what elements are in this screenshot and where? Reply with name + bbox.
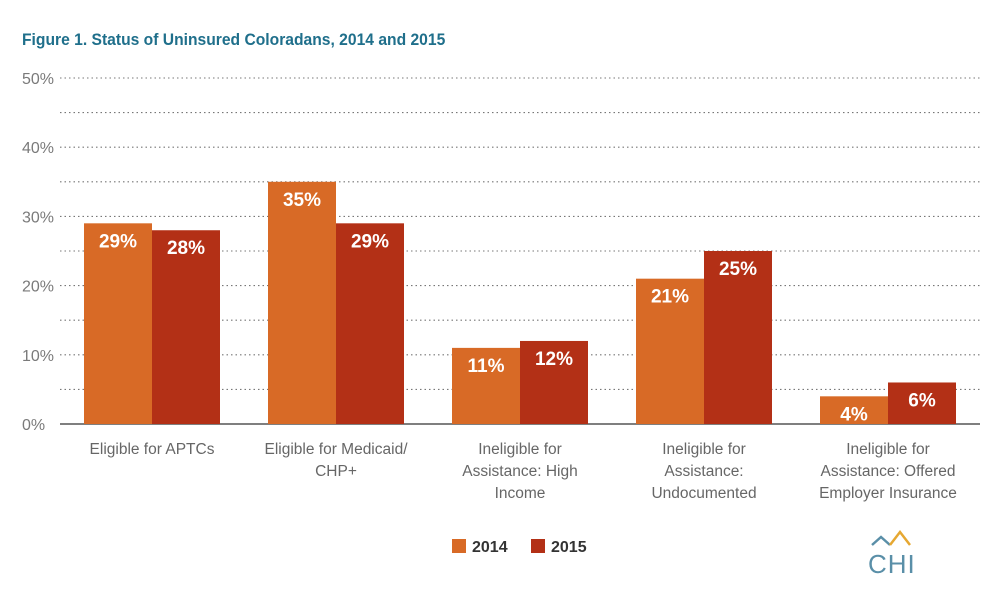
category-label-line: Income [495,485,546,502]
y-tick-label: 20% [22,279,54,296]
y-tick-label: 10% [22,348,54,365]
bar-2014 [820,396,888,424]
data-labels-layer: 29% 28% 35% 29% 11% 12% 21% 25% 4% 6% [99,190,936,426]
category-label-line: Ineligible for [662,441,746,458]
bar-2015 [336,223,404,424]
data-label-2015: 29% [351,231,389,252]
category-label-line: Assistance: [664,463,743,480]
legend: 2014 2015 [452,539,587,556]
bar-2014 [636,278,704,424]
bar-2015 [704,251,772,424]
bar-2015 [888,382,956,424]
category-label-line: Undocumented [651,485,756,502]
data-label-2014: 11% [468,356,505,377]
category-label: Ineligible for Assistance: High Income [462,441,577,502]
bar-2014 [84,223,152,424]
category-label: Ineligible for Assistance: Undocumented [651,441,756,502]
legend-label-2014: 2014 [472,539,508,556]
category-label: Eligible for Medicaid/CHP+ [264,441,408,480]
bar-2015 [152,230,220,424]
bar-2014 [268,181,336,424]
category-label-line: Eligible for Medicaid/ [264,441,408,458]
category-label-line: Assistance: High [462,463,577,480]
data-label-2015: 6% [908,390,936,411]
data-label-2015: 25% [719,259,757,280]
category-label-line: Employer Insurance [819,485,957,502]
bar-2014 [452,347,520,424]
legend-swatch-2015 [531,539,545,553]
chart-title: Figure 1. Status of Uninsured Coloradans… [22,30,446,49]
y-tick-label: 50% [22,71,54,88]
category-label-line: Eligible for APTCs [90,441,215,458]
category-label: Ineligible for Assistance: Offered Employe… [819,441,957,502]
category-labels-layer: Eligible for APTCs Eligible for Medicaid/… [90,441,957,502]
bars-layer [84,181,956,424]
y-axis-ticks: 0% 10% 20% 30% 40% 50% [22,71,54,434]
data-label-2014: 4% [840,404,868,425]
category-label-line: Assistance: Offered [821,463,956,480]
category-label-line: Ineligible for [478,441,562,458]
data-label-2015: 12% [535,349,573,370]
legend-label-2015: 2015 [551,539,587,556]
data-label-2014: 29% [99,231,137,252]
category-label: Eligible for APTCs [90,441,215,458]
chi-logo: CHI [868,529,916,579]
category-label-line: CHP+ [315,463,357,480]
category-label-line: Ineligible for [846,441,930,458]
y-tick-label: 40% [22,140,54,157]
data-label-2014: 21% [651,287,689,308]
logo-roof-icon [871,535,891,546]
logo-text: CHI [868,549,916,579]
data-label-2014: 35% [283,190,321,211]
legend-swatch-2014 [452,539,466,553]
data-label-2015: 28% [167,238,205,259]
bar-2015 [520,340,588,424]
y-tick-label: 0% [22,417,45,434]
logo-roof-accent-icon [889,529,911,546]
y-tick-label: 30% [22,209,54,226]
